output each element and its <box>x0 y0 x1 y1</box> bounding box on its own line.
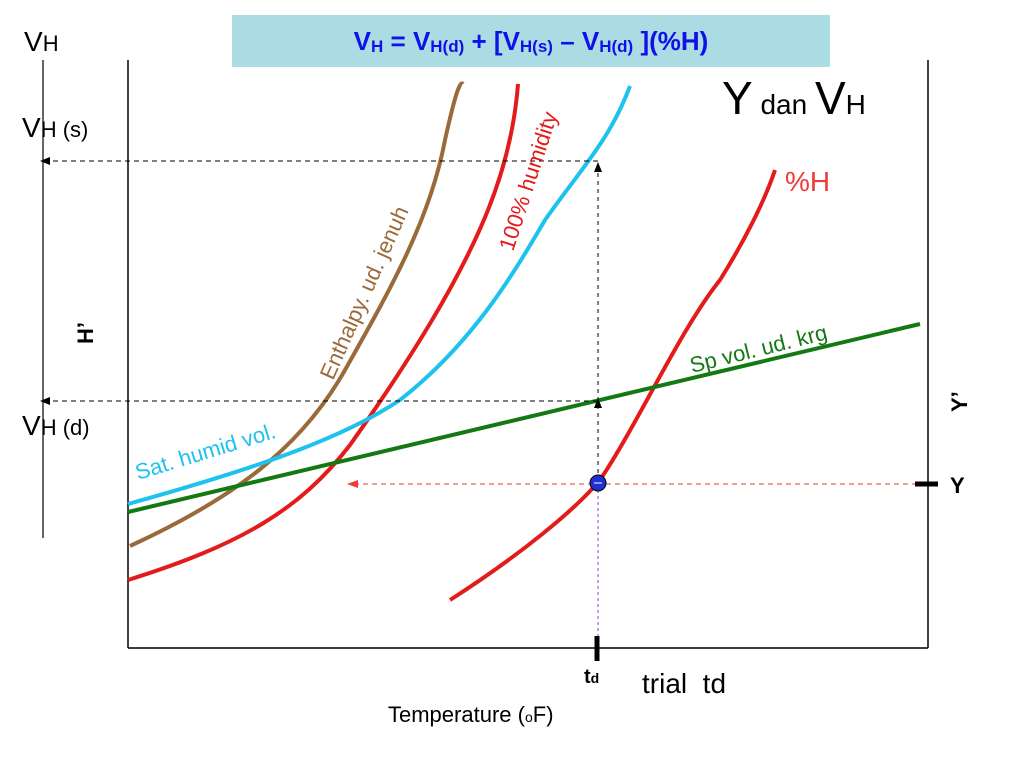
arrow-vhs <box>40 157 50 165</box>
formula-term3: VH(d) <box>581 25 634 56</box>
formula-tail: ](%H) <box>633 25 709 56</box>
formula-lhs: VH <box>353 25 384 56</box>
formula-eq: = <box>383 25 413 56</box>
humidity100-label: 100% humidity <box>494 109 562 254</box>
sat-humid-vol-curve <box>127 85 632 506</box>
formula-minus: – <box>552 25 582 56</box>
vhd-label: VH (d) <box>22 410 90 441</box>
arrow-up-mid <box>594 398 602 408</box>
y-label: Y <box>950 473 965 498</box>
enthalpy-label: Enthalpy. ud. jenuh <box>315 202 414 383</box>
humidity-100-curve <box>127 83 520 582</box>
vhs-label: VH (s) <box>22 112 89 143</box>
formula-term1: VH(d) <box>412 25 465 56</box>
arrow-up-top <box>594 162 602 172</box>
formula-term2: VH(s) <box>502 25 553 56</box>
h-prime-label: H’ <box>73 322 98 344</box>
enthalpy-saturated-curve <box>129 81 465 548</box>
vh-axis-label: VH <box>24 26 59 57</box>
y-prime-label: Y’ <box>947 391 972 412</box>
td-label: td <box>584 666 600 688</box>
formula-box: VH = VH(d) + [VH(s) – VH(d) ](%H) <box>232 15 830 67</box>
sp-vol-label: Sp vol. ud. krg <box>687 320 830 378</box>
sp-vol-line <box>127 322 921 514</box>
diagram-title: Y dan VH <box>722 72 866 124</box>
arrow-y-left <box>347 480 358 488</box>
sat-vol-label: Sat. humid vol. <box>132 418 278 484</box>
pctH-label: %H <box>785 166 831 197</box>
trial-td-label: trial td <box>642 668 727 699</box>
x-axis-label: Temperature (oF) <box>388 702 554 727</box>
percent-humidity-curve <box>448 169 777 602</box>
arrow-vhd <box>40 397 50 405</box>
formula-plus: + [ <box>464 25 503 56</box>
